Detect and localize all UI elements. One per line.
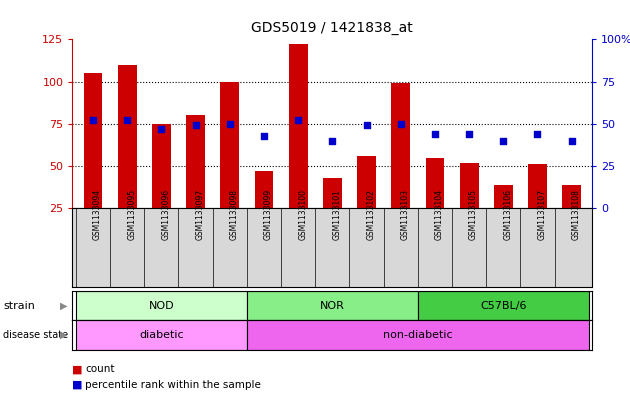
Point <box>430 131 440 137</box>
Bar <box>323 178 341 208</box>
Title: GDS5019 / 1421838_at: GDS5019 / 1421838_at <box>251 22 413 35</box>
Text: disease state: disease state <box>3 330 68 340</box>
Point <box>532 131 542 137</box>
Text: GSM1133098: GSM1133098 <box>230 189 239 240</box>
Text: GSM1133102: GSM1133102 <box>367 189 375 240</box>
Text: C57BL/6: C57BL/6 <box>480 301 527 310</box>
Text: non-diabetic: non-diabetic <box>383 330 452 340</box>
Point <box>362 122 372 129</box>
Bar <box>563 185 581 208</box>
Text: GSM1133108: GSM1133108 <box>571 189 581 240</box>
Bar <box>357 156 376 208</box>
Point <box>88 117 98 123</box>
Bar <box>118 64 137 208</box>
Point <box>122 117 132 123</box>
Text: GSM1133107: GSM1133107 <box>537 189 546 240</box>
Text: GSM1133097: GSM1133097 <box>195 189 205 240</box>
Bar <box>84 73 102 208</box>
Text: NOR: NOR <box>320 301 345 310</box>
Point <box>190 122 200 129</box>
Bar <box>391 83 410 208</box>
Text: GSM1133094: GSM1133094 <box>93 189 102 240</box>
Bar <box>247 320 589 350</box>
Bar <box>418 291 589 320</box>
Bar <box>425 158 444 208</box>
Bar <box>289 44 307 208</box>
Text: strain: strain <box>3 301 35 310</box>
Point <box>327 138 337 144</box>
Text: GSM1133099: GSM1133099 <box>264 189 273 240</box>
Text: GSM1133105: GSM1133105 <box>469 189 478 240</box>
Text: GSM1133100: GSM1133100 <box>298 189 307 240</box>
Text: GSM1133095: GSM1133095 <box>127 189 136 240</box>
Text: count: count <box>85 364 115 375</box>
Bar <box>76 291 247 320</box>
Text: diabetic: diabetic <box>139 330 184 340</box>
Point <box>498 138 508 144</box>
Text: ■: ■ <box>72 364 83 375</box>
Bar <box>186 116 205 208</box>
Bar <box>528 164 547 208</box>
Bar <box>76 320 247 350</box>
Text: percentile rank within the sample: percentile rank within the sample <box>85 380 261 390</box>
Text: GSM1133103: GSM1133103 <box>401 189 410 240</box>
Bar <box>220 82 239 208</box>
Text: ■: ■ <box>72 380 83 390</box>
Point <box>566 138 576 144</box>
Text: GSM1133101: GSM1133101 <box>332 189 341 240</box>
Point <box>464 131 474 137</box>
Text: GSM1133106: GSM1133106 <box>503 189 512 240</box>
Bar <box>152 124 171 208</box>
Point <box>293 117 303 123</box>
Text: NOD: NOD <box>149 301 174 310</box>
Bar <box>460 163 479 208</box>
Text: GSM1133104: GSM1133104 <box>435 189 444 240</box>
Text: GSM1133096: GSM1133096 <box>161 189 170 240</box>
Point <box>396 121 406 127</box>
Text: ▶: ▶ <box>60 330 67 340</box>
Point <box>225 121 235 127</box>
Text: ▶: ▶ <box>60 301 67 310</box>
Bar <box>494 185 513 208</box>
Bar <box>255 171 273 208</box>
Bar <box>247 291 418 320</box>
Point <box>156 126 166 132</box>
Point <box>259 132 269 139</box>
